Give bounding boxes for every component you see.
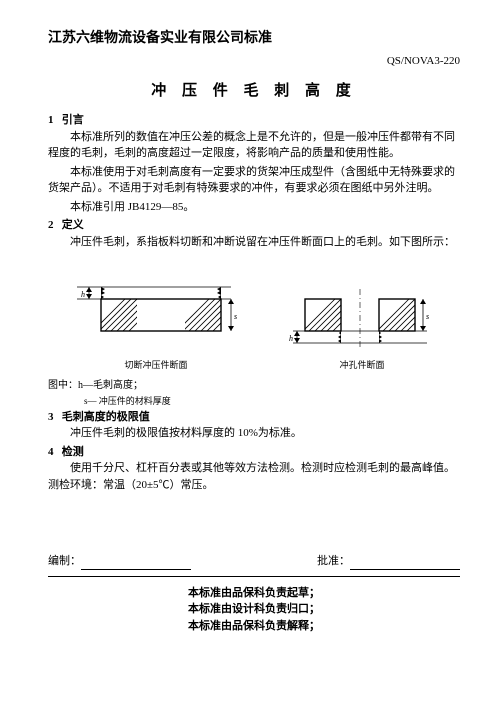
figure-2-svg: h s [287,269,437,359]
section-1-p1: 本标准所列的数值在冲压公差的概念上是不允许的，但是一般冲压件都带有不同程度的毛刺… [48,129,460,162]
section-2: 2 定义 冲压件毛刺，系指板料切断和冲断说留在冲压件断面口上的毛刺。如下图所示： [48,217,460,250]
section-4: 4 检测 使用千分尺、杠杆百分表或其他等效方法检测。检测时应检测毛刺的最高峰值。… [48,444,460,494]
section-4-p1: 使用千分尺、杠杆百分表或其他等效方法检测。检测时应检测毛刺的最高峰值。测检环境：… [48,460,460,493]
section-3-title: 毛刺高度的极限值 [62,411,150,423]
section-4-num: 4 [48,446,54,458]
sign-right-line [350,569,460,570]
footer: 本标准由品保科负责起草； 本标准由设计科负责归口； 本标准由品保科负责解释； [48,585,460,635]
page: 江苏六维物流设备实业有限公司标准 QS/NOVA3-220 冲 压 件 毛 刺 … [0,0,500,654]
doc-title: 冲 压 件 毛 刺 高 度 [48,80,460,103]
section-3: 3 毛刺高度的极限值 冲压件毛刺的极限值按材料厚度的 10%为标准。 [48,409,460,442]
section-2-num: 2 [48,219,54,231]
signature-row: 编制： 批准： [48,553,460,570]
figure-2: h s 冲孔件断面 [287,269,437,373]
figure-2-caption: 冲孔件断面 [287,359,437,373]
sign-left: 编制： [48,553,191,570]
section-4-title: 检测 [62,446,84,458]
footer-l3: 本标准由品保科负责解释； [48,618,460,635]
figure-1-svg: h s [71,269,241,359]
section-1-num: 1 [48,114,54,126]
figure-1-caption: 切断冲压件断面 [71,359,241,373]
figure-1: h s 切断冲压件断面 [71,269,241,373]
sign-left-line [81,569,191,570]
svg-text:s: s [234,312,237,321]
section-2-p1: 冲压件毛刺，系指板料切断和冲断说留在冲压件断面口上的毛刺。如下图所示： [48,234,460,251]
sign-right: 批准： [317,553,460,570]
svg-text:h: h [289,334,293,343]
footer-l1: 本标准由品保科负责起草； [48,585,460,602]
footer-l2: 本标准由设计科负责归口； [48,601,460,618]
section-3-p1: 冲压件毛刺的极限值按材料厚度的 10%为标准。 [48,425,460,442]
section-1-p3: 本标准引用 JB4129—85。 [48,199,460,216]
svg-text:h: h [81,290,85,299]
figures-row: h s 切断冲压件断面 [48,262,460,372]
divider [48,576,460,577]
standard-code: QS/NOVA3-220 [48,53,460,70]
figure-legend: 图中：h—毛刺高度； [48,378,460,393]
section-3-num: 3 [48,411,54,423]
company-name: 江苏六维物流设备实业有限公司标准 [48,28,460,49]
figure-legend-sub: s— 冲压件的材料厚度 [48,395,460,409]
section-2-title: 定义 [62,219,84,231]
sign-left-label: 编制： [48,555,81,567]
section-1: 1 引言 本标准所列的数值在冲压公差的概念上是不允许的，但是一般冲压件都带有不同… [48,112,460,215]
sign-right-label: 批准： [317,555,350,567]
svg-text:s: s [426,312,429,321]
section-1-p2: 本标准使用于对毛刺高度有一定要求的货架冲压成型件（含图纸中无特殊要求的货架产品）… [48,164,460,197]
section-1-title: 引言 [62,114,84,126]
